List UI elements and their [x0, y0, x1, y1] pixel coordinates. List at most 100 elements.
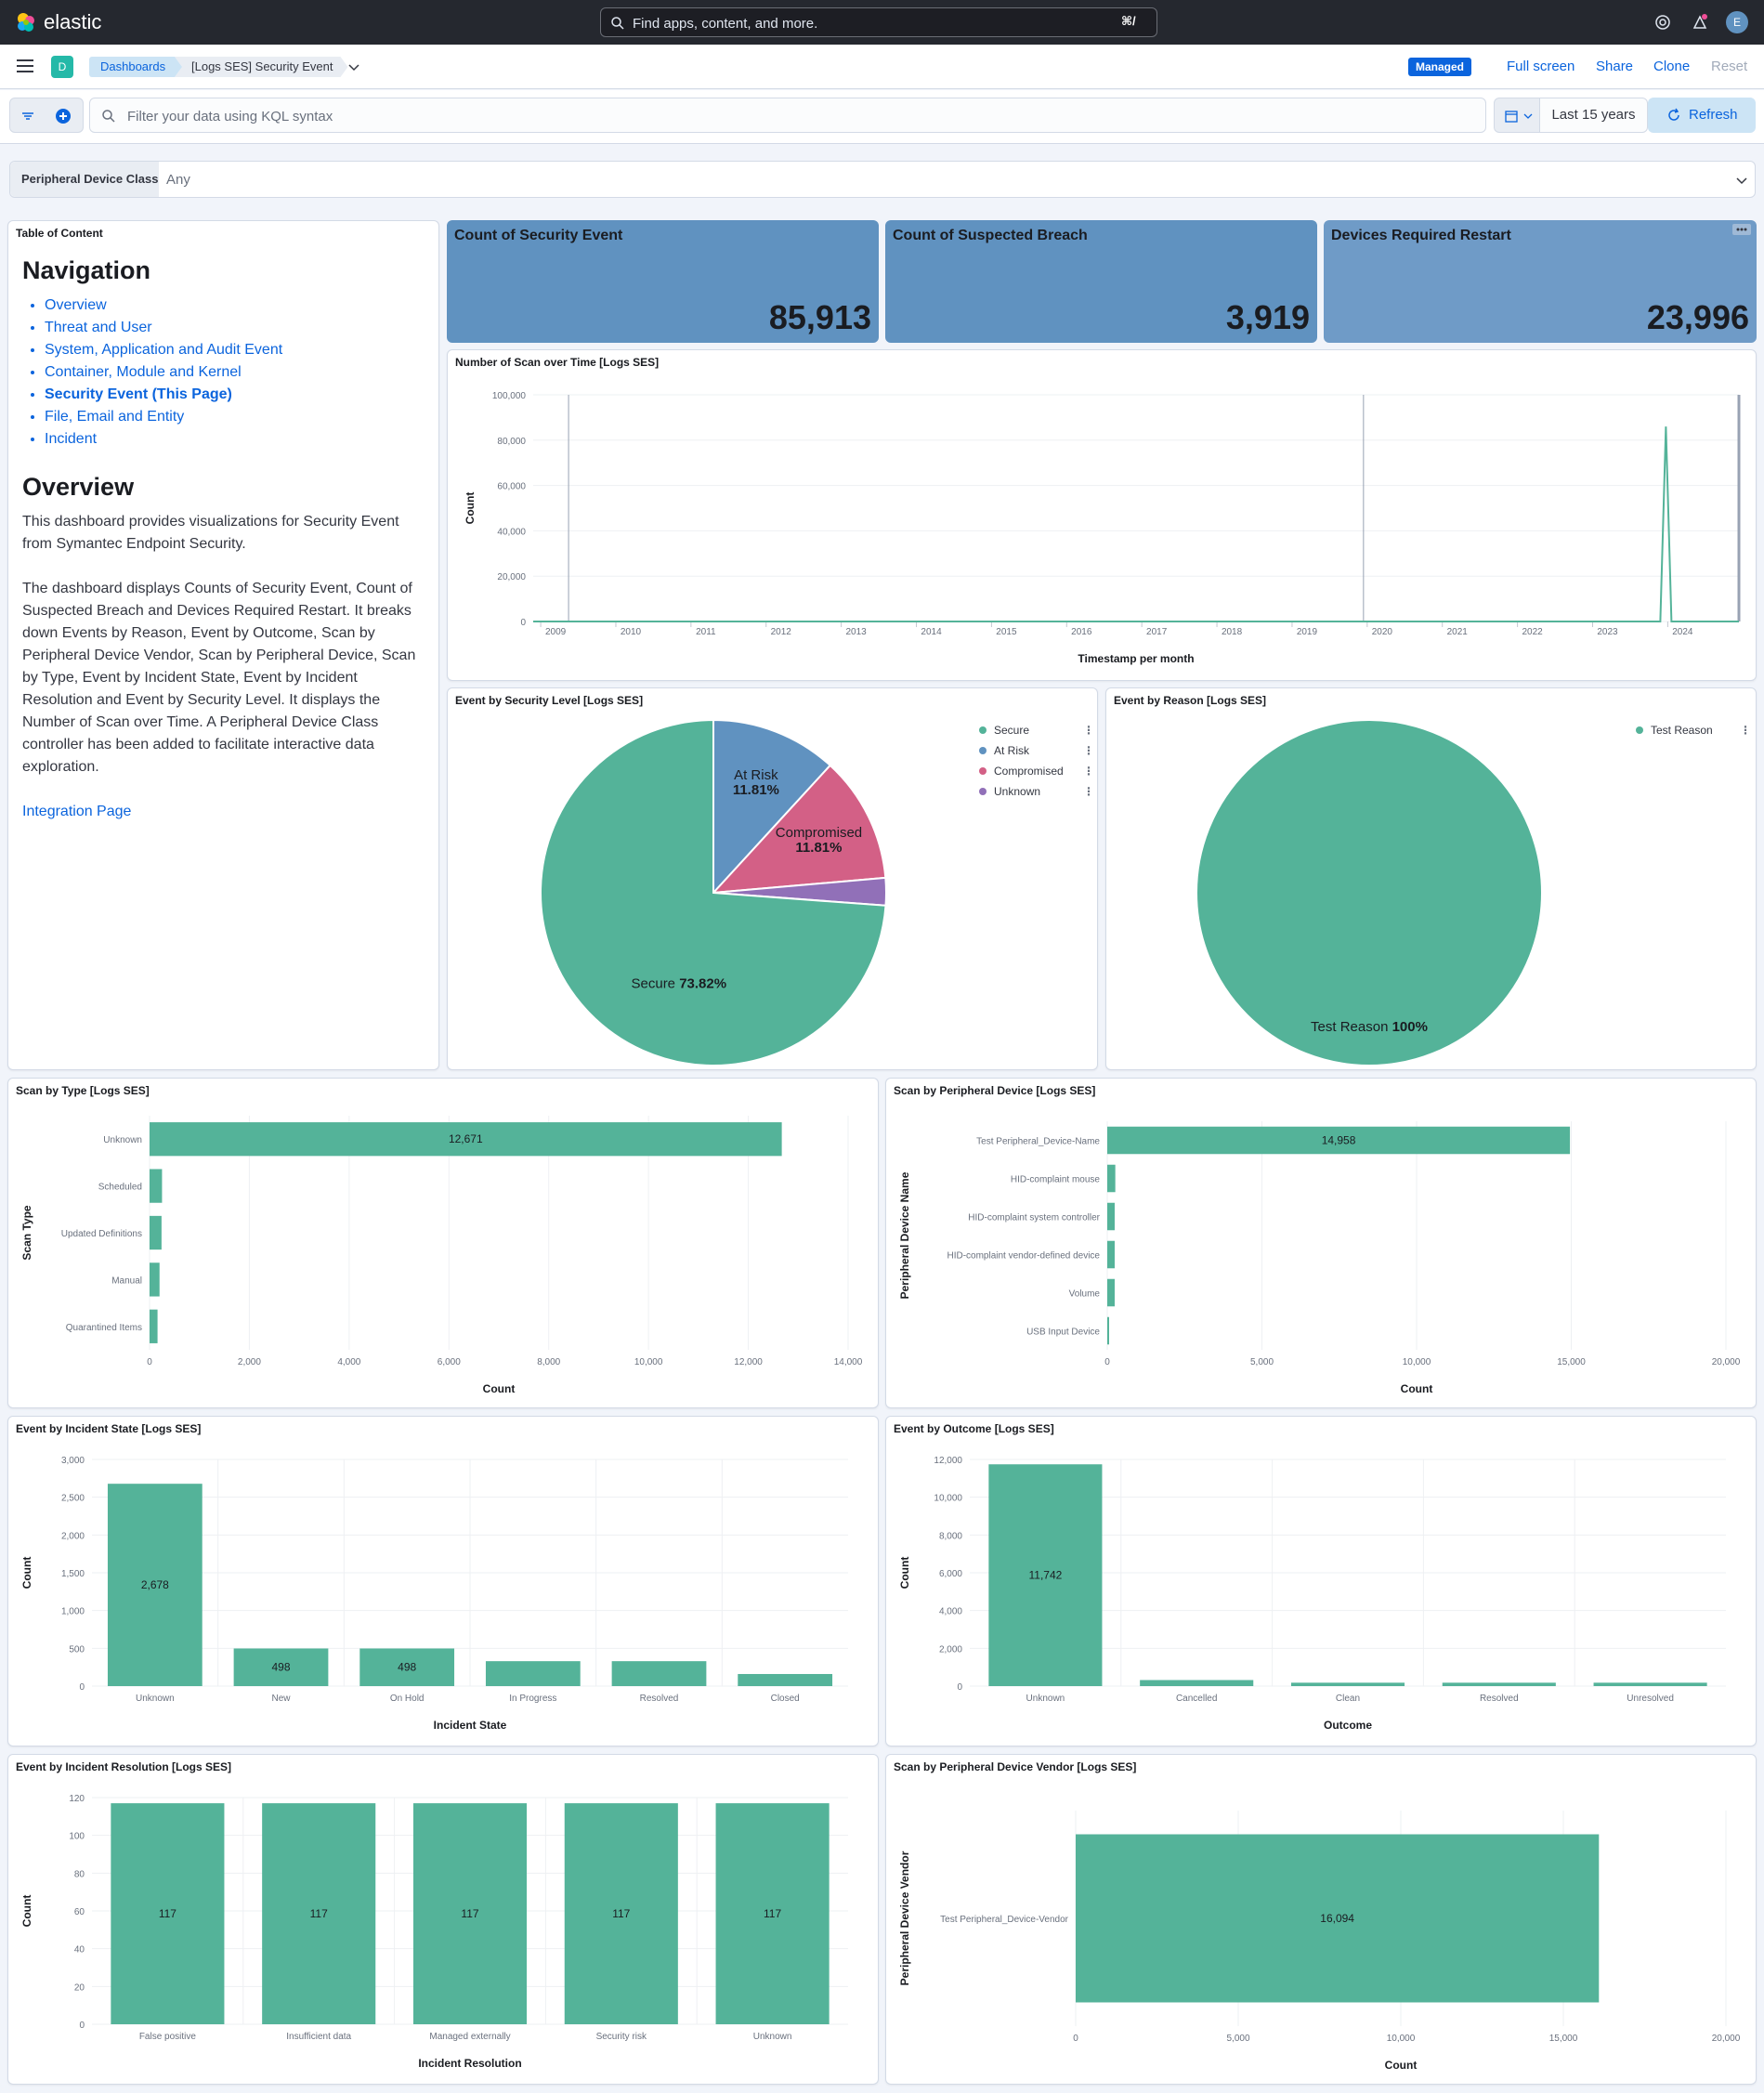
panel-title: Event by Security Level [Logs SES] — [455, 694, 644, 707]
navigation-heading: Navigation — [22, 256, 151, 284]
y-tick-label: 60 — [74, 1907, 85, 1917]
peripheral-device-class-control[interactable]: Peripheral Device Class Any — [9, 161, 1756, 198]
breadcrumb-current: [Logs SES] Security Event — [175, 57, 347, 77]
panel-options-icon[interactable] — [1732, 224, 1751, 235]
bar — [1290, 1682, 1405, 1686]
y-tick-label: HID-complaint vendor-defined device — [947, 1251, 1100, 1262]
nav-link-threat-user[interactable]: Threat and User — [45, 317, 431, 339]
x-tick-label: 2019 — [1297, 627, 1318, 637]
legend-options-icon[interactable]: ⋮ — [1740, 724, 1751, 737]
nav-link-file-email[interactable]: File, Email and Entity — [45, 406, 431, 428]
x-tick-label: Unknown — [1026, 1694, 1065, 1704]
x-tick-label: 0 — [1104, 1357, 1110, 1367]
integration-page-link[interactable]: Integration Page — [22, 804, 132, 819]
date-picker-button[interactable] — [1494, 98, 1540, 133]
bar — [412, 1803, 528, 2024]
metric-devices-restart: Devices Required Restart 23,996 — [1324, 220, 1757, 343]
elastic-logo-icon[interactable] — [15, 11, 37, 33]
bar-value-label: 117 — [461, 1907, 478, 1920]
slice-label: At Risk 11.81% — [733, 767, 779, 798]
bar-value-label: 117 — [764, 1907, 781, 1920]
filter-menu-button[interactable] — [9, 98, 84, 133]
help-icon[interactable] — [1653, 13, 1672, 32]
space-avatar[interactable]: D — [51, 56, 73, 78]
nav-link-container[interactable]: Container, Module and Kernel — [45, 361, 431, 384]
y-tick-label: Quarantined Items — [66, 1323, 142, 1333]
nav-link-overview[interactable]: Overview — [45, 294, 431, 317]
overview-paragraph-1: This dashboard provides visualizations f… — [22, 514, 399, 552]
x-tick-label: 2018 — [1222, 627, 1243, 637]
legend-options-icon[interactable]: ⋮ — [1083, 785, 1094, 798]
clone-button[interactable]: Clone — [1653, 59, 1691, 74]
y-axis-title: Peripheral Device Name — [898, 1171, 911, 1299]
legend-options-icon[interactable]: ⋮ — [1083, 744, 1094, 757]
navigation-list: Overview Threat and User System, Applica… — [22, 294, 431, 451]
x-axis-title: Timestamp per month — [1078, 652, 1194, 665]
x-tick-label: 20,000 — [1712, 2034, 1741, 2044]
y-tick-label: Manual — [111, 1275, 142, 1286]
x-tick-label: On Hold — [390, 1694, 425, 1704]
y-tick-label: USB Input Device — [1026, 1328, 1100, 1338]
y-tick-label: 120 — [69, 1794, 85, 1804]
y-axis-title: Count — [20, 1895, 33, 1928]
bar — [150, 1309, 158, 1343]
user-avatar[interactable]: E — [1726, 11, 1748, 33]
legend-options-icon[interactable]: ⋮ — [1083, 724, 1094, 737]
x-tick-label: 10,000 — [1403, 1357, 1431, 1367]
share-button[interactable]: Share — [1596, 59, 1634, 74]
y-tick-label: HID-complaint mouse — [1011, 1175, 1101, 1185]
logo-text[interactable]: elastic — [44, 10, 102, 33]
metric-value: 23,996 — [1646, 298, 1749, 336]
panel-title: Number of Scan over Time [Logs SES] — [455, 356, 660, 369]
bar — [611, 1661, 707, 1686]
bar — [233, 1648, 329, 1686]
nav-link-incident[interactable]: Incident — [45, 428, 431, 451]
panel-title: Table of Content — [16, 227, 103, 240]
x-tick-label: 2021 — [1447, 627, 1469, 637]
x-tick-label: Cancelled — [1176, 1694, 1217, 1704]
metric-security-event: Count of Security Event 85,913 — [447, 220, 879, 343]
y-tick-label: 40,000 — [497, 527, 526, 537]
time-range-label[interactable]: Last 15 years — [1540, 98, 1648, 133]
incident-resolution-panel: Event by Incident Resolution [Logs SES] … — [7, 1754, 879, 2085]
chevron-down-icon[interactable] — [346, 59, 362, 75]
reset-button[interactable]: Reset — [1711, 59, 1748, 74]
y-axis-title: Count — [464, 492, 477, 525]
breadcrumb-dashboards[interactable]: Dashboards — [89, 57, 182, 77]
news-feed-icon[interactable] — [1691, 13, 1709, 32]
menu-icon[interactable] — [17, 59, 33, 73]
x-tick-label: 14,000 — [834, 1357, 863, 1367]
kql-search-input[interactable]: Filter your data using KQL syntax — [89, 98, 1486, 133]
outcome-chart: 0 2,000 4,000 6,000 8,000 10,000 12,000 11,742 U… — [898, 1456, 1726, 1732]
plus-icon[interactable] — [55, 108, 72, 124]
control-value[interactable]: Any — [166, 172, 190, 188]
y-tick-label: 20 — [74, 1982, 85, 1993]
global-search-input[interactable]: Find apps, content, and more. ⌘/ — [600, 7, 1157, 37]
y-tick-label: 500 — [69, 1644, 85, 1655]
x-tick-label: 2023 — [1597, 627, 1618, 637]
x-tick-label: 5,000 — [1226, 2034, 1249, 2044]
refresh-label: Refresh — [1689, 107, 1738, 123]
slice-label: Test Reason 100% — [1311, 1019, 1428, 1035]
slice-label: Compromised 11.81% — [776, 825, 862, 856]
panel-title: Scan by Peripheral Device Vendor [Logs S… — [894, 1760, 1137, 1773]
x-tick-label: In Progress — [509, 1694, 556, 1704]
scan-over-time-panel: Number of Scan over Time [Logs SES] 0 20,… — [447, 349, 1757, 681]
bar — [1593, 1682, 1707, 1686]
legend-label: Test Reason — [1651, 724, 1713, 737]
full-screen-button[interactable]: Full screen — [1507, 59, 1575, 74]
chevron-down-icon[interactable] — [1734, 173, 1749, 188]
refresh-button[interactable]: Refresh — [1648, 98, 1756, 133]
bar-value-label: 498 — [271, 1661, 290, 1674]
x-tick-label: 2022 — [1522, 627, 1543, 637]
nav-link-security-event[interactable]: Security Event (This Page) — [45, 384, 431, 406]
x-tick-label: Insufficient data — [286, 2032, 351, 2042]
legend-options-icon[interactable]: ⋮ — [1083, 765, 1094, 778]
bar-value-label: 12,671 — [449, 1132, 483, 1145]
nav-link-system-audit[interactable]: System, Application and Audit Event — [45, 339, 431, 361]
y-tick-label: Volume — [1069, 1289, 1101, 1300]
x-tick-label: Unknown — [753, 2032, 792, 2042]
bar-value-label: 2,678 — [141, 1578, 169, 1591]
control-label: Peripheral Device Class — [10, 162, 159, 197]
x-tick-label: 10,000 — [1387, 2034, 1416, 2044]
